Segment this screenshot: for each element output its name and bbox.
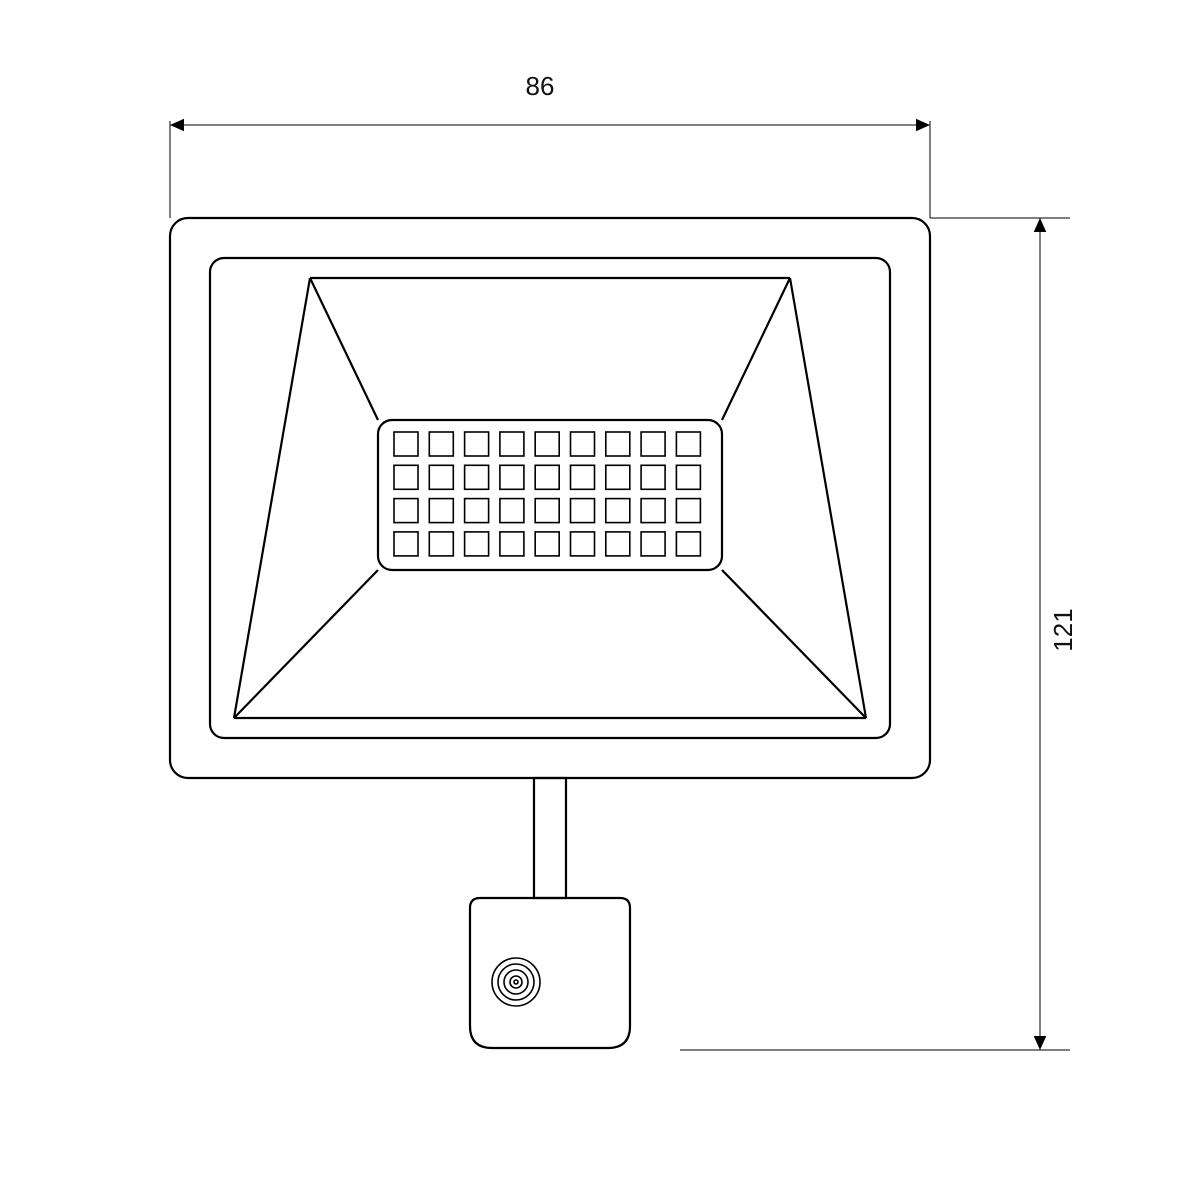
technical-drawing: 86 121 xyxy=(0,0,1200,1200)
height-value: 121 xyxy=(1048,608,1078,651)
width-value: 86 xyxy=(526,71,555,101)
extension-lines xyxy=(170,121,1070,1050)
dimension-width xyxy=(170,119,930,132)
dimension-height xyxy=(1034,218,1047,1050)
floodlight-drawing xyxy=(170,218,930,1048)
